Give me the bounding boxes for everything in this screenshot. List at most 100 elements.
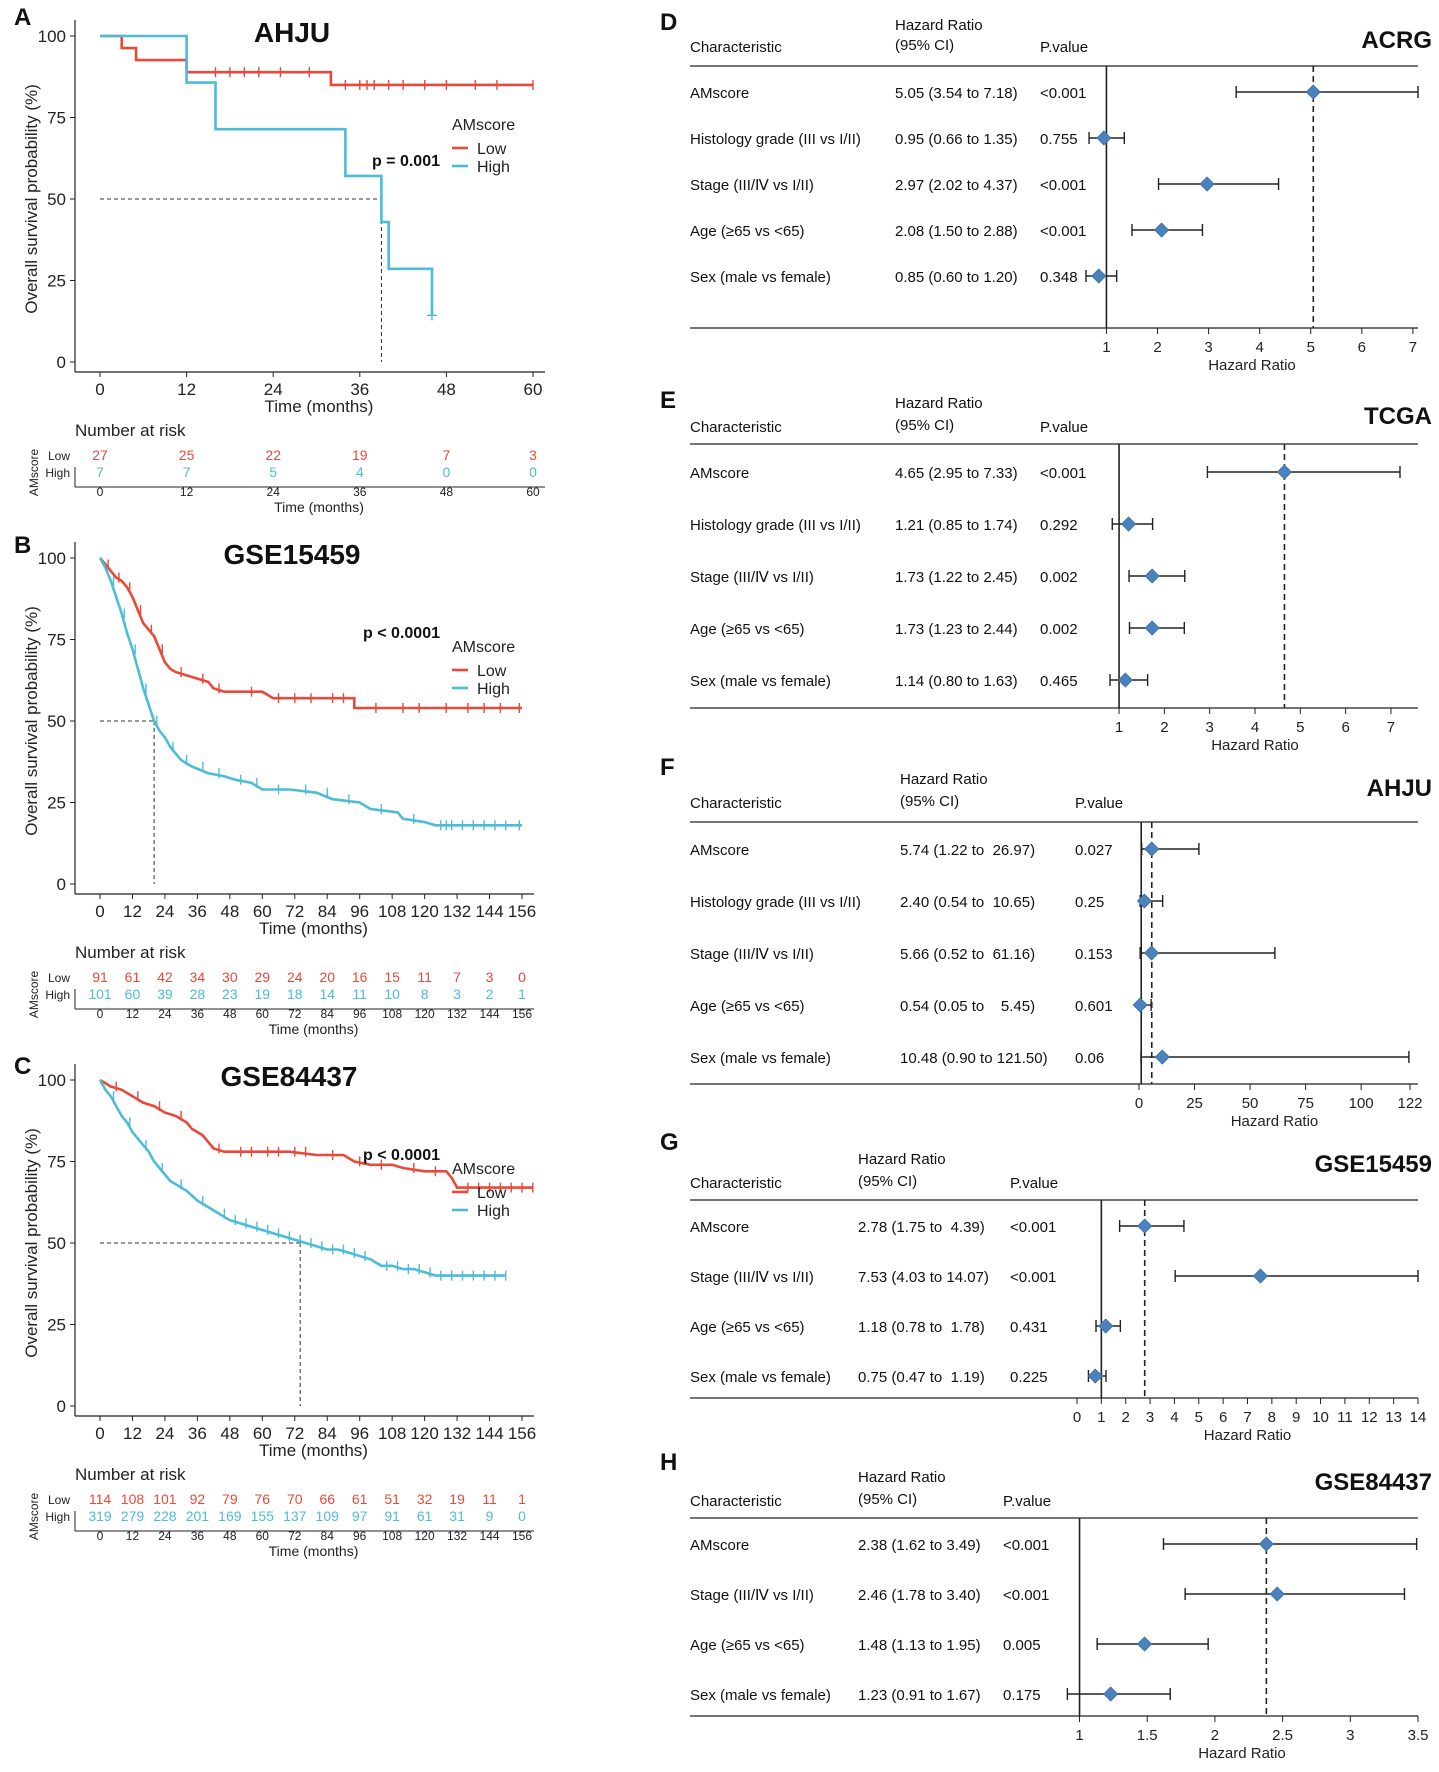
risk-x-axis-label: Time (months): [274, 499, 364, 515]
row-label: Stage (III/Ⅳ vs I/II): [690, 1269, 814, 1286]
risk-low-value: 61: [352, 1491, 368, 1507]
x-tick-label: 3.5: [1408, 1727, 1429, 1744]
row-label: Sex (male vs female): [690, 673, 831, 690]
risk-low-value: 20: [319, 969, 335, 985]
hr-diamond: [1144, 841, 1160, 857]
x-tick-label: 1: [1097, 1409, 1105, 1426]
risk-strata-label: AMscore: [27, 449, 41, 497]
x-axis-label: Hazard Ratio: [1208, 357, 1296, 374]
risk-low-value: 24: [287, 969, 303, 985]
risk-low-value: 19: [352, 447, 368, 463]
risk-low-value: 7: [453, 969, 461, 985]
risk-tick-label: 96: [353, 1007, 367, 1021]
row-label: Stage (III/Ⅳ vs I/II): [690, 1587, 814, 1604]
risk-strata-label: AMscore: [27, 971, 41, 1019]
row-label: Sex (male vs female): [690, 1369, 831, 1386]
x-tick-label: 48: [220, 1424, 239, 1443]
risk-tick-label: 12: [126, 1007, 140, 1021]
x-tick-label: 144: [475, 1424, 503, 1443]
chart-title: GSE15459: [224, 539, 361, 570]
p-value: p = 0.001: [372, 153, 440, 170]
row-label: Histology grade (III vs I/II): [690, 131, 861, 148]
y-tick-label: 50: [47, 1234, 66, 1253]
row-label: Age (≥65 vs <65): [690, 223, 805, 240]
row-hr-ci: 1.18 (0.78 to 1.78): [858, 1319, 985, 1336]
panel-label: E: [660, 387, 676, 414]
risk-tick-label: 156: [512, 1529, 532, 1543]
row-pvalue: 0.002: [1040, 621, 1078, 638]
risk-low-value: 51: [384, 1491, 400, 1507]
row-hr-ci: 0.54 (0.05 to 5.45): [900, 998, 1035, 1015]
risk-high-value: 319: [88, 1508, 112, 1524]
risk-tick-label: 36: [191, 1007, 205, 1021]
row-hr-ci: 2.46 (1.78 to 3.40): [858, 1587, 981, 1604]
row-pvalue: 0.431: [1010, 1319, 1048, 1336]
hr-diamond: [1269, 1586, 1285, 1602]
risk-high-value: 228: [153, 1508, 177, 1524]
risk-tick-label: 108: [382, 1529, 402, 1543]
row-label: Sex (male vs female): [690, 269, 831, 286]
risk-tick-label: 132: [447, 1007, 467, 1021]
risk-high-value: 7: [183, 464, 191, 480]
y-tick-label: 0: [57, 875, 66, 894]
row-label: AMscore: [690, 465, 749, 482]
x-tick-label: 60: [524, 380, 543, 399]
x-tick-label: 9: [1292, 1409, 1300, 1426]
x-tick-label: 3: [1346, 1727, 1354, 1744]
x-tick-label: 24: [264, 380, 283, 399]
row-hr-ci: 1.48 (1.13 to 1.95): [858, 1637, 981, 1654]
risk-high-value: 91: [384, 1508, 400, 1524]
x-tick-label: 11: [1337, 1409, 1353, 1426]
risk-high-label: High: [45, 988, 70, 1002]
header-characteristic: Characteristic: [690, 39, 782, 56]
hr-diamond: [1154, 1049, 1170, 1065]
risk-x-axis-label: Time (months): [269, 1543, 359, 1559]
row-hr-ci: 4.65 (2.95 to 7.33): [895, 465, 1018, 482]
x-tick-label: 25: [1186, 1095, 1203, 1112]
header-hr-line2: (95% CI): [858, 1173, 917, 1190]
row-pvalue: <0.001: [1040, 177, 1086, 194]
risk-high-value: 8: [421, 986, 429, 1002]
hr-diamond: [1117, 672, 1133, 688]
panel-label: D: [660, 9, 677, 36]
panel-label: F: [660, 754, 675, 781]
x-tick-label: 7: [1243, 1409, 1251, 1426]
risk-low-value: 34: [190, 969, 206, 985]
risk-tick-label: 60: [526, 485, 540, 499]
x-tick-label: 156: [508, 902, 536, 921]
risk-high-value: 3: [453, 986, 461, 1002]
row-hr-ci: 2.78 (1.75 to 4.39): [858, 1219, 985, 1236]
risk-table-title: Number at risk: [75, 1465, 186, 1484]
x-tick-label: 3: [1146, 1409, 1154, 1426]
x-tick-label: 14: [1410, 1409, 1427, 1426]
y-tick-label: 75: [47, 631, 66, 650]
risk-high-value: 1: [518, 986, 526, 1002]
panel-label: H: [660, 1449, 677, 1476]
risk-low-value: 79: [222, 1491, 238, 1507]
risk-low-value: 101: [153, 1491, 177, 1507]
row-pvalue: 0.601: [1075, 998, 1113, 1015]
row-hr-ci: 1.73 (1.23 to 2.44): [895, 621, 1018, 638]
x-tick-label: 5: [1195, 1409, 1203, 1426]
x-tick-label: 36: [350, 380, 369, 399]
x-tick-label: 96: [350, 902, 369, 921]
x-axis-label: Hazard Ratio: [1198, 1745, 1286, 1762]
risk-tick-label: 24: [158, 1529, 172, 1543]
legend-title: AMscore: [452, 639, 515, 656]
hr-diamond: [1144, 568, 1160, 584]
x-tick-label: 100: [1349, 1095, 1374, 1112]
x-tick-label: 12: [177, 380, 196, 399]
risk-high-value: 9: [486, 1508, 494, 1524]
risk-high-value: 31: [449, 1508, 465, 1524]
row-hr-ci: 1.14 (0.80 to 1.63): [895, 673, 1018, 690]
row-hr-ci: 1.73 (1.22 to 2.45): [895, 569, 1018, 586]
risk-tick-label: 48: [223, 1529, 237, 1543]
x-tick-label: 12: [1361, 1409, 1378, 1426]
x-tick-label: 2: [1153, 339, 1161, 356]
y-axis-label: Overall survival probability (%): [22, 606, 41, 836]
risk-high-value: 18: [287, 986, 303, 1002]
risk-low-value: 11: [417, 969, 432, 985]
panel-label: G: [660, 1129, 679, 1156]
x-tick-label: 1: [1102, 339, 1110, 356]
row-hr-ci: 5.05 (3.54 to 7.18): [895, 85, 1018, 102]
